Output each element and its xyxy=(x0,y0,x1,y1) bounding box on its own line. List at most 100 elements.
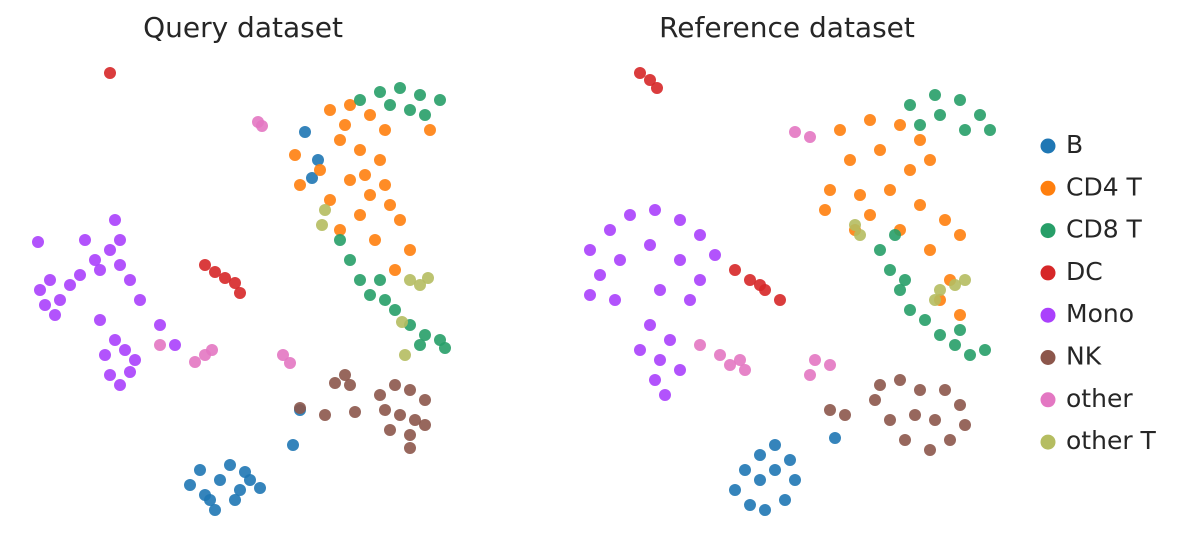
point xyxy=(399,349,411,361)
point xyxy=(914,199,926,211)
point xyxy=(124,274,136,286)
point xyxy=(109,334,121,346)
point xyxy=(809,354,821,366)
point xyxy=(114,259,126,271)
point xyxy=(394,82,406,94)
point xyxy=(729,484,741,496)
legend-marker xyxy=(1040,180,1056,196)
point xyxy=(94,264,106,276)
point xyxy=(789,474,801,486)
point xyxy=(904,304,916,316)
point xyxy=(894,374,906,386)
point xyxy=(404,274,416,286)
point xyxy=(414,339,426,351)
point xyxy=(189,356,201,368)
point xyxy=(324,194,336,206)
point xyxy=(209,504,221,516)
legend-marker xyxy=(1040,138,1056,154)
point xyxy=(769,439,781,451)
point xyxy=(154,339,166,351)
point xyxy=(89,254,101,266)
point xyxy=(364,289,376,301)
point xyxy=(784,454,796,466)
point xyxy=(384,424,396,436)
point xyxy=(709,249,721,261)
point xyxy=(949,279,961,291)
point xyxy=(964,349,976,361)
point xyxy=(344,254,356,266)
point xyxy=(694,339,706,351)
legend-marker xyxy=(1040,434,1056,450)
point xyxy=(344,174,356,186)
point xyxy=(34,284,46,296)
point xyxy=(324,104,336,116)
point xyxy=(239,466,251,478)
point xyxy=(334,234,346,246)
point xyxy=(844,154,856,166)
point xyxy=(914,384,926,396)
point xyxy=(894,119,906,131)
point xyxy=(584,289,596,301)
point xyxy=(384,199,396,211)
point xyxy=(209,266,221,278)
legend-label: DC xyxy=(1066,257,1103,286)
point xyxy=(194,464,206,476)
point xyxy=(114,234,126,246)
point xyxy=(839,409,851,421)
point xyxy=(659,389,671,401)
point xyxy=(584,244,596,256)
point xyxy=(404,244,416,256)
legend-label: Mono xyxy=(1066,299,1134,328)
point xyxy=(984,124,996,136)
point xyxy=(894,284,906,296)
point xyxy=(874,244,886,256)
point xyxy=(354,94,366,106)
point xyxy=(624,209,636,221)
point xyxy=(129,354,141,366)
point xyxy=(234,484,246,496)
point xyxy=(934,329,946,341)
point xyxy=(49,309,61,321)
point xyxy=(419,394,431,406)
point xyxy=(774,294,786,306)
point xyxy=(869,394,881,406)
point xyxy=(919,314,931,326)
point xyxy=(224,459,236,471)
point xyxy=(874,379,886,391)
point xyxy=(104,244,116,256)
point xyxy=(394,409,406,421)
point xyxy=(169,339,181,351)
point xyxy=(954,309,966,321)
point xyxy=(694,274,706,286)
point xyxy=(99,349,111,361)
point xyxy=(674,214,686,226)
point xyxy=(739,364,751,376)
point xyxy=(654,284,666,296)
point xyxy=(739,464,751,476)
point xyxy=(634,67,646,79)
point xyxy=(644,74,656,86)
point xyxy=(409,414,421,426)
point xyxy=(119,344,131,356)
point xyxy=(369,234,381,246)
point xyxy=(379,404,391,416)
point xyxy=(334,134,346,146)
point xyxy=(314,164,326,176)
point xyxy=(884,184,896,196)
legend-marker xyxy=(1040,265,1056,281)
point xyxy=(804,131,816,143)
point xyxy=(79,234,91,246)
point xyxy=(954,94,966,106)
legend-label: other xyxy=(1066,384,1133,413)
point xyxy=(214,474,226,486)
point xyxy=(374,274,386,286)
point xyxy=(404,384,416,396)
point xyxy=(74,269,86,281)
point xyxy=(229,277,241,289)
point xyxy=(329,377,341,389)
point xyxy=(109,214,121,226)
point xyxy=(769,464,781,476)
point xyxy=(319,204,331,216)
point xyxy=(422,272,434,284)
point xyxy=(306,172,318,184)
